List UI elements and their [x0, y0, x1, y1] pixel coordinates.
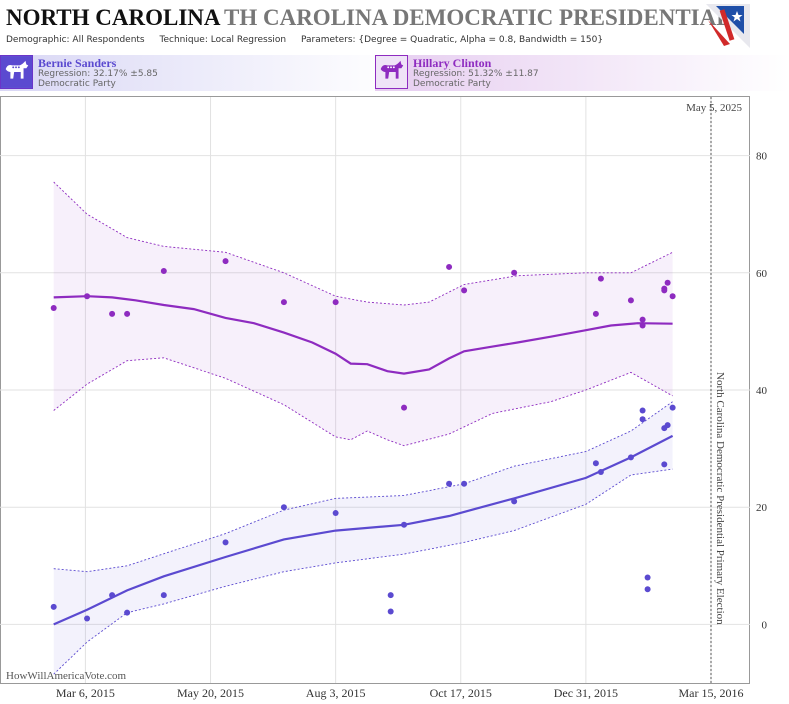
site-logo-icon	[706, 4, 750, 48]
poll-point	[511, 269, 518, 276]
poll-point	[461, 480, 468, 487]
poll-point	[280, 299, 287, 306]
poll-point	[124, 310, 131, 317]
poll-points	[50, 258, 676, 622]
demographic-label: Demographic: All Respondents	[6, 35, 145, 45]
upper-bound-line	[53, 401, 673, 573]
candidate-regression: Regression: 51.32% ±11.87	[413, 69, 539, 79]
candidate-card-sanders: Bernie Sanders Regression: 32.17% ±5.85 …	[0, 55, 395, 91]
y-tick-label: 80	[756, 151, 768, 163]
poll-point	[446, 263, 453, 270]
y-tick-label: 20	[756, 502, 768, 514]
x-tick-label: Mar 6, 2015	[56, 686, 115, 700]
candidate-name: Bernie Sanders	[38, 56, 117, 70]
plot-frame	[0, 96, 750, 684]
poll-point	[222, 258, 229, 265]
poll-point	[664, 422, 671, 429]
poll-point	[661, 285, 668, 292]
poll-point	[109, 592, 116, 599]
axis-ticks: 0 20 40 60 80 Mar 6, 2015 May 20, 2015 Aug 3, 2…	[56, 151, 768, 700]
y-tick-label: 0	[762, 619, 768, 631]
poll-point	[639, 316, 646, 323]
watermark-label: HowWillAmericaVote.com	[6, 670, 126, 682]
candidate-regression: Regression: 32.17% ±5.85	[38, 69, 158, 79]
poll-point	[597, 275, 604, 282]
poll-point	[511, 498, 518, 505]
poll-point	[644, 586, 651, 593]
candidate-party: Democratic Party	[413, 79, 491, 89]
election-title: TH CAROLINA DEMOCRATIC PRESIDENTIAL I	[224, 5, 744, 30]
candidate-party: Democratic Party	[38, 79, 116, 89]
democratic-donkey-icon	[0, 55, 33, 89]
confidence-bands	[53, 181, 673, 675]
poll-point	[661, 461, 668, 468]
confidence-band-fill	[53, 182, 673, 446]
lower-bound-line	[53, 357, 673, 447]
technique-label: Technique: Local Regression	[159, 35, 287, 45]
poll-point	[387, 608, 394, 615]
poll-point	[84, 615, 91, 622]
poll-point	[50, 304, 57, 311]
y-tick-label: 60	[756, 268, 768, 280]
poll-point	[109, 310, 116, 317]
x-tick-label: Aug 3, 2015	[306, 686, 366, 700]
election-day-label: North Carolina Democratic Presidential P…	[714, 372, 726, 625]
x-tick-label: Oct 17, 2015	[430, 686, 492, 700]
poll-point	[84, 293, 91, 300]
poll-point	[639, 416, 646, 423]
current-date-label: May 5, 2025	[686, 102, 742, 114]
x-tick-label: May 20, 2015	[177, 686, 244, 700]
chart-header: NORTH CAROLINA TH CAROLINA DEMOCRATIC PR…	[0, 0, 789, 50]
democratic-donkey-icon	[375, 55, 408, 89]
poll-point	[401, 404, 408, 411]
poll-point	[124, 609, 131, 616]
poll-point	[664, 279, 671, 286]
poll-point	[644, 574, 651, 581]
y-tick-label: 40	[756, 385, 768, 397]
poll-point	[661, 425, 668, 432]
poll-point	[332, 299, 339, 306]
poll-point	[332, 510, 339, 517]
lower-bound-line	[53, 468, 673, 675]
grid-lines	[0, 97, 750, 683]
poll-point	[627, 454, 634, 461]
poll-point	[661, 287, 668, 294]
poll-point	[280, 504, 287, 511]
poll-point	[627, 297, 634, 304]
poll-point	[669, 404, 676, 411]
poll-point	[669, 293, 676, 300]
trend-line	[53, 295, 673, 375]
x-tick-label: Dec 31, 2015	[554, 686, 618, 700]
upper-bound-line	[53, 181, 673, 306]
poll-point	[401, 521, 408, 528]
poll-point	[50, 603, 57, 610]
state-title: NORTH CAROLINA	[6, 5, 221, 30]
poll-point	[461, 287, 468, 294]
poll-point	[160, 268, 167, 275]
poll-point	[592, 460, 599, 467]
candidate-card-clinton: Hillary Clinton Regression: 51.32% ±11.8…	[375, 55, 789, 91]
chart-parameters: Demographic: All Respondents Technique: …	[6, 35, 615, 45]
x-tick-label: Mar 15, 2016	[679, 686, 744, 700]
trend-line	[53, 434, 674, 626]
poll-point	[592, 310, 599, 317]
poll-point	[639, 322, 646, 329]
poll-point	[446, 480, 453, 487]
poll-point	[639, 407, 646, 414]
poll-point	[222, 539, 229, 546]
trend-lines	[53, 295, 674, 626]
poll-point	[387, 592, 394, 599]
parameters-label: Parameters: {Degree = Quadratic, Alpha =…	[301, 35, 604, 45]
poll-point	[160, 592, 167, 599]
candidate-name: Hillary Clinton	[413, 56, 492, 70]
poll-point	[597, 469, 604, 476]
confidence-band-fill	[53, 401, 673, 675]
